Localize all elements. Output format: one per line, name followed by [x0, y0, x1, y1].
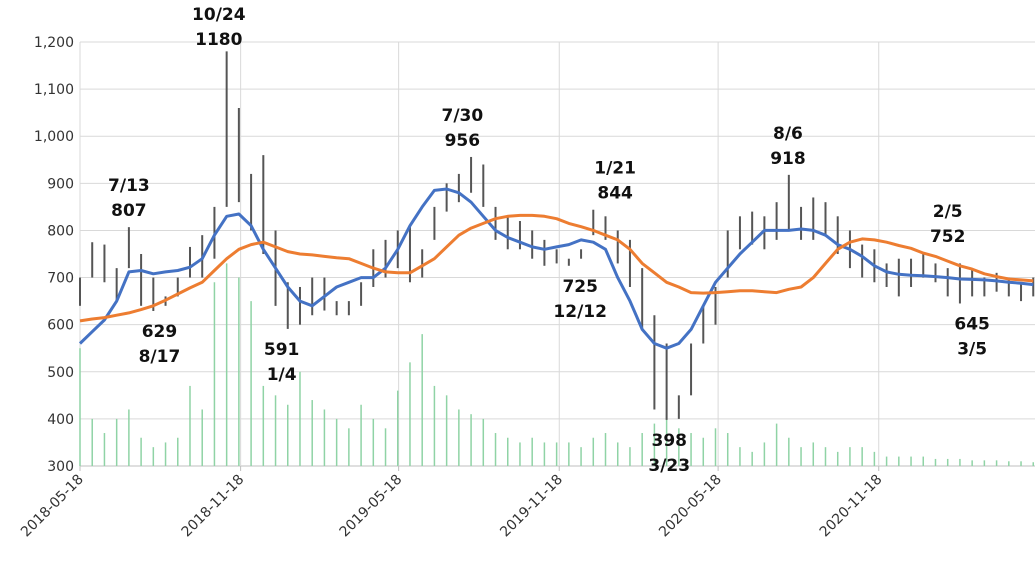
annotation-label: 10/24 — [192, 5, 246, 25]
annotation-label: 3/23 — [648, 456, 690, 476]
moving-average-line — [78, 187, 1034, 350]
y-tick-label: 1,200 — [34, 35, 74, 51]
y-tick-label: 500 — [47, 365, 74, 381]
y-tick-label: 1,000 — [34, 129, 74, 145]
x-tick-label: 2020-05-18 — [656, 472, 725, 541]
annotation-label: 2/5 — [933, 202, 963, 222]
annotation-label: 645 — [954, 314, 990, 334]
x-tick-label: 2019-05-18 — [337, 472, 406, 541]
annotation-label: 956 — [445, 131, 481, 151]
annotation-label: 398 — [651, 431, 687, 451]
y-tick-label: 1,100 — [34, 82, 74, 98]
annotation-label: 629 — [142, 322, 178, 342]
annotation-label: 7/30 — [441, 106, 483, 126]
annotation-label: 918 — [770, 149, 806, 169]
annotation-label: 1180 — [195, 30, 242, 50]
annotation-label: 12/12 — [553, 302, 607, 322]
moving-average-line — [79, 213, 1034, 323]
y-tick-label: 600 — [47, 318, 74, 334]
annotation-label: 7/13 — [108, 176, 150, 196]
y-tick-label: 800 — [47, 223, 74, 239]
annotation-label: 844 — [597, 184, 633, 204]
annotation-label: 752 — [930, 227, 966, 247]
annotation-label: 8/6 — [773, 124, 803, 144]
x-tick-label: 2018-11-18 — [179, 472, 248, 541]
x-tick-label: 2020-11-18 — [817, 472, 886, 541]
y-tick-label: 400 — [47, 412, 74, 428]
x-tick-label: 2018-05-18 — [18, 472, 87, 541]
annotation-label: 591 — [264, 340, 300, 360]
y-tick-label: 700 — [47, 271, 74, 287]
annotation-label: 807 — [111, 201, 147, 221]
annotation-label: 725 — [562, 277, 598, 297]
annotation-label: 1/4 — [267, 365, 297, 385]
y-tick-label: 300 — [47, 459, 74, 475]
annotation-label: 3/5 — [957, 339, 987, 359]
x-tick-label: 2019-11-18 — [497, 472, 566, 541]
y-tick-label: 900 — [47, 176, 74, 192]
annotation-label: 1/21 — [594, 159, 636, 179]
annotation-label: 8/17 — [139, 347, 181, 367]
